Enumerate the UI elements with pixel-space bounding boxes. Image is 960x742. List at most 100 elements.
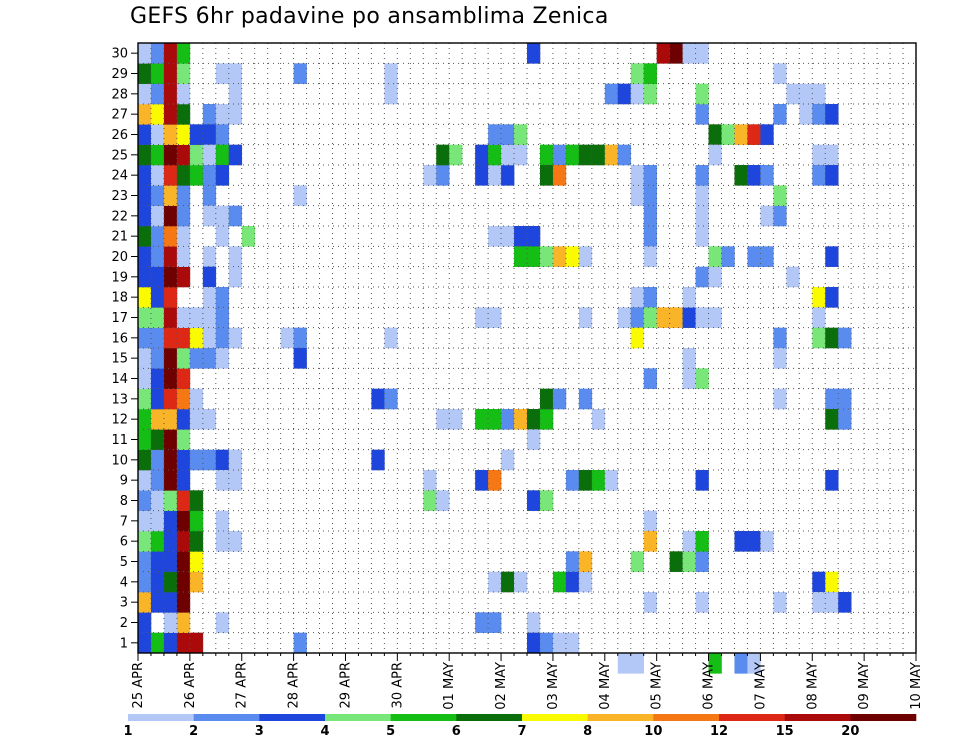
heatmap-cell bbox=[630, 287, 644, 308]
y-tick-label: 2 bbox=[120, 616, 128, 631]
heatmap-cell bbox=[825, 409, 839, 430]
heatmap-cell bbox=[669, 551, 683, 572]
x-tick-label: 04 MAY bbox=[598, 662, 613, 710]
heatmap-cell bbox=[189, 327, 204, 349]
heatmap-cell bbox=[539, 388, 554, 410]
colorbar-swatch bbox=[587, 714, 654, 721]
heatmap-cell bbox=[189, 551, 204, 572]
heatmap-cell bbox=[501, 571, 515, 593]
heatmap-cell bbox=[202, 307, 217, 328]
heatmap-cell bbox=[150, 429, 165, 450]
heatmap-cell bbox=[163, 470, 178, 491]
heatmap-cell bbox=[475, 307, 489, 328]
heatmap-cell bbox=[630, 327, 644, 349]
heatmap-cell bbox=[682, 307, 696, 328]
heatmap-cell bbox=[176, 83, 191, 105]
heatmap-cell bbox=[176, 124, 191, 145]
heatmap-cell bbox=[138, 266, 152, 288]
heatmap-cell bbox=[825, 104, 839, 125]
heatmap-cell bbox=[163, 104, 178, 125]
heatmap-cell bbox=[695, 307, 709, 328]
heatmap-cell bbox=[138, 327, 152, 349]
heatmap-cell bbox=[176, 104, 191, 125]
heatmap-cell bbox=[825, 327, 839, 349]
heatmap-cell bbox=[228, 144, 243, 166]
heatmap-cell bbox=[552, 246, 567, 267]
heatmap-cell bbox=[527, 226, 541, 247]
heatmap-cell bbox=[630, 551, 644, 572]
y-tick-label: 21 bbox=[111, 230, 128, 245]
heatmap-cell bbox=[591, 144, 606, 166]
heatmap-cell bbox=[189, 307, 204, 328]
heatmap-cell bbox=[436, 409, 450, 430]
heatmap-cell bbox=[176, 246, 191, 267]
x-tick-label: 09 MAY bbox=[857, 662, 872, 710]
y-axis-ticks: 1234567891011121314151617181920212223242… bbox=[111, 47, 138, 651]
heatmap-cell bbox=[643, 226, 657, 247]
heatmap-cell bbox=[630, 165, 644, 186]
heatmap-cell bbox=[514, 144, 528, 166]
heatmap-cell bbox=[669, 307, 683, 328]
heatmap-cell bbox=[293, 327, 307, 349]
heatmap-cell bbox=[202, 327, 217, 349]
heatmap-cell bbox=[514, 226, 528, 247]
heatmap-cell bbox=[643, 307, 657, 328]
heatmap-cell bbox=[280, 327, 294, 349]
heatmap-cell bbox=[591, 409, 606, 430]
heatmap-cell bbox=[228, 470, 243, 491]
heatmap-cell bbox=[527, 632, 541, 654]
heatmap-cell bbox=[539, 490, 554, 511]
heatmap-cell bbox=[138, 531, 152, 552]
heatmap-cell bbox=[760, 165, 774, 186]
y-tick-label: 30 bbox=[111, 47, 128, 62]
y-tick-label: 4 bbox=[120, 575, 128, 590]
heatmap-cell bbox=[138, 449, 152, 471]
heatmap-cell bbox=[138, 246, 152, 267]
heatmap-cell bbox=[812, 592, 826, 613]
heatmap-cell bbox=[539, 409, 554, 430]
heatmap-cell bbox=[747, 531, 761, 552]
heatmap-cell bbox=[682, 43, 696, 64]
heatmap-cell bbox=[799, 83, 813, 105]
heatmap-cell bbox=[138, 368, 152, 389]
heatmap-cell bbox=[604, 470, 619, 491]
heatmap-cell bbox=[138, 571, 152, 593]
heatmap-cell bbox=[734, 124, 748, 145]
heatmap-cell bbox=[695, 83, 709, 105]
heatmap-cell bbox=[760, 124, 774, 145]
heatmap-cell bbox=[189, 388, 204, 410]
y-tick-label: 23 bbox=[111, 189, 128, 204]
heatmap-cell bbox=[215, 165, 230, 186]
heatmap-cell bbox=[838, 388, 852, 410]
heatmap-cell bbox=[708, 246, 722, 267]
x-tick-label: 06 MAY bbox=[702, 662, 717, 710]
heatmap-cell bbox=[150, 388, 165, 410]
y-tick-label: 22 bbox=[111, 209, 128, 224]
y-tick-label: 26 bbox=[111, 128, 128, 143]
heatmap-cell bbox=[825, 287, 839, 308]
heatmap-cell bbox=[773, 185, 787, 206]
heatmap-cell bbox=[812, 287, 826, 308]
heatmap-cell bbox=[565, 470, 580, 491]
heatmap-cell bbox=[527, 429, 541, 450]
heatmap-cell bbox=[189, 144, 204, 166]
heatmap-cell bbox=[384, 327, 398, 349]
heatmap-cell bbox=[501, 124, 515, 145]
heatmap-cell bbox=[176, 185, 191, 206]
heatmap-cell bbox=[163, 510, 178, 532]
heatmap-cell bbox=[138, 388, 152, 410]
heatmap-cell bbox=[189, 165, 204, 186]
heatmap-cell bbox=[293, 632, 307, 654]
heatmap-cell bbox=[514, 409, 528, 430]
heatmap-cell bbox=[163, 124, 178, 145]
heatmap-cell bbox=[138, 63, 152, 84]
heatmap-cell bbox=[202, 185, 217, 206]
heatmap-cell bbox=[215, 531, 230, 552]
heatmap-cell bbox=[695, 205, 709, 227]
heatmap-cell bbox=[773, 388, 787, 410]
heatmap-cell bbox=[552, 388, 567, 410]
colorbar-swatch bbox=[390, 714, 457, 721]
colorbar-label: 7 bbox=[517, 724, 526, 739]
heatmap-cell bbox=[825, 592, 839, 613]
heatmap-cell bbox=[371, 449, 385, 471]
